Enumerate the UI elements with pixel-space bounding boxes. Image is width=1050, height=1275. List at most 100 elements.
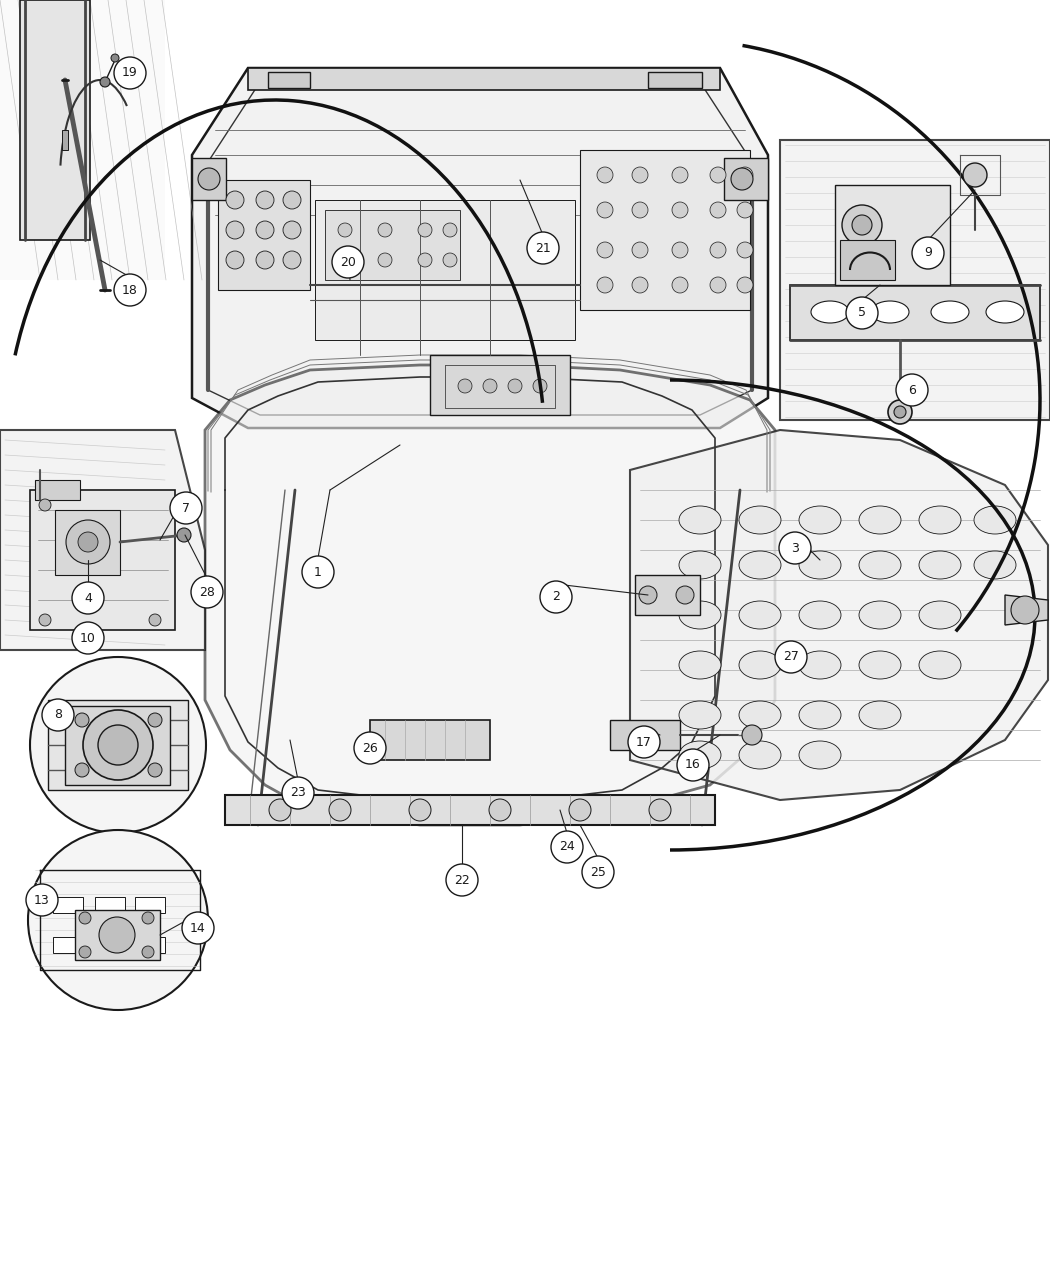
Circle shape: [99, 917, 135, 952]
Circle shape: [846, 297, 878, 329]
Circle shape: [78, 532, 98, 552]
Ellipse shape: [739, 701, 781, 729]
Circle shape: [142, 912, 154, 924]
Text: 10: 10: [80, 631, 96, 644]
Ellipse shape: [859, 652, 901, 680]
Circle shape: [458, 379, 472, 393]
Circle shape: [737, 201, 753, 218]
Polygon shape: [248, 68, 720, 91]
Polygon shape: [610, 720, 680, 750]
Polygon shape: [205, 365, 775, 825]
Ellipse shape: [739, 551, 781, 579]
Circle shape: [737, 167, 753, 184]
Ellipse shape: [859, 506, 901, 534]
Circle shape: [338, 223, 352, 237]
Polygon shape: [135, 898, 165, 913]
Circle shape: [443, 223, 457, 237]
Text: 23: 23: [290, 787, 306, 799]
Circle shape: [39, 615, 51, 626]
Circle shape: [597, 277, 613, 293]
Polygon shape: [790, 286, 1040, 340]
Circle shape: [83, 710, 153, 780]
Polygon shape: [94, 898, 125, 913]
Circle shape: [649, 799, 671, 821]
Circle shape: [533, 379, 547, 393]
Circle shape: [28, 830, 208, 1010]
Text: 24: 24: [559, 840, 575, 853]
Circle shape: [114, 57, 146, 89]
Circle shape: [100, 76, 110, 87]
Text: 8: 8: [54, 709, 62, 722]
Text: 1: 1: [314, 566, 322, 579]
Ellipse shape: [679, 701, 721, 729]
Text: 19: 19: [122, 66, 138, 79]
Circle shape: [182, 912, 214, 944]
Circle shape: [508, 379, 522, 393]
Ellipse shape: [931, 301, 969, 323]
Polygon shape: [94, 937, 125, 952]
Circle shape: [632, 277, 648, 293]
Circle shape: [75, 762, 89, 776]
Polygon shape: [780, 140, 1050, 419]
Circle shape: [72, 581, 104, 615]
Circle shape: [963, 163, 987, 187]
Circle shape: [98, 725, 138, 765]
Circle shape: [710, 167, 726, 184]
Circle shape: [852, 215, 872, 235]
Circle shape: [418, 223, 432, 237]
Circle shape: [111, 54, 119, 62]
Circle shape: [332, 246, 364, 278]
Ellipse shape: [859, 551, 901, 579]
Circle shape: [483, 379, 497, 393]
Ellipse shape: [799, 551, 841, 579]
Polygon shape: [326, 210, 460, 280]
Text: 13: 13: [34, 894, 50, 907]
Circle shape: [597, 167, 613, 184]
Circle shape: [1011, 595, 1040, 623]
Polygon shape: [20, 0, 90, 240]
Circle shape: [632, 167, 648, 184]
Circle shape: [329, 799, 351, 821]
Circle shape: [72, 622, 104, 654]
Circle shape: [672, 167, 688, 184]
Polygon shape: [75, 910, 160, 960]
Polygon shape: [65, 706, 170, 785]
Ellipse shape: [739, 601, 781, 629]
Ellipse shape: [919, 601, 961, 629]
Circle shape: [79, 912, 91, 924]
Ellipse shape: [799, 506, 841, 534]
Circle shape: [912, 237, 944, 269]
Text: 17: 17: [636, 736, 652, 748]
Circle shape: [338, 252, 352, 266]
Circle shape: [142, 946, 154, 958]
Circle shape: [551, 831, 583, 863]
Ellipse shape: [859, 601, 901, 629]
Ellipse shape: [974, 506, 1016, 534]
Circle shape: [284, 191, 301, 209]
Circle shape: [26, 884, 58, 915]
Circle shape: [632, 242, 648, 258]
Circle shape: [888, 400, 912, 425]
Circle shape: [256, 251, 274, 269]
Polygon shape: [268, 71, 310, 88]
Circle shape: [731, 168, 753, 190]
Circle shape: [672, 277, 688, 293]
Polygon shape: [315, 200, 575, 340]
Text: 16: 16: [685, 759, 701, 771]
Circle shape: [226, 221, 244, 238]
Circle shape: [710, 201, 726, 218]
Circle shape: [710, 277, 726, 293]
Circle shape: [284, 221, 301, 238]
Polygon shape: [225, 796, 715, 825]
Ellipse shape: [739, 506, 781, 534]
Polygon shape: [192, 68, 768, 428]
Circle shape: [489, 799, 511, 821]
Circle shape: [148, 762, 162, 776]
Circle shape: [632, 201, 648, 218]
Ellipse shape: [919, 652, 961, 680]
Circle shape: [198, 168, 220, 190]
Circle shape: [149, 615, 161, 626]
Ellipse shape: [679, 652, 721, 680]
Polygon shape: [35, 479, 80, 500]
Polygon shape: [52, 937, 83, 952]
